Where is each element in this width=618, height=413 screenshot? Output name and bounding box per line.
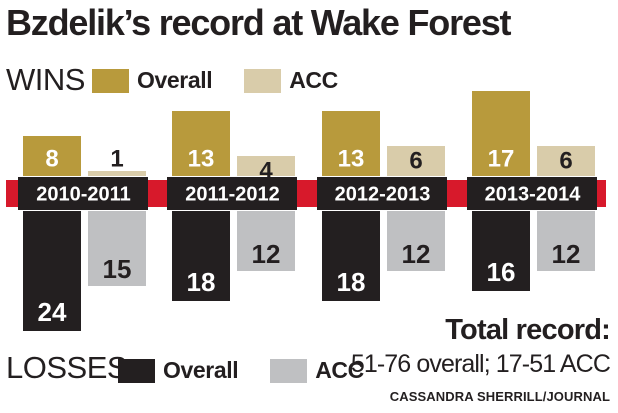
wins-acc-value: 6	[559, 148, 572, 175]
losses-overall-value: 16	[487, 257, 516, 287]
wins-overall-bar	[172, 111, 230, 176]
losses-overall-value: 18	[337, 267, 366, 297]
wins-acc-bar	[237, 156, 295, 176]
losses-overall-value: 18	[187, 267, 216, 297]
season-box	[317, 177, 447, 210]
wins-acc-value: 1	[110, 146, 123, 173]
chart-title: Bzdelik’s record at Wake Forest	[6, 2, 512, 43]
season-label: 2013-2014	[485, 184, 582, 206]
losses-acc-bar	[537, 211, 595, 271]
losses-overall-bar	[23, 211, 81, 331]
wins-acc-swatch	[244, 68, 282, 93]
season-box	[18, 177, 148, 210]
losses-overall-swatch	[118, 358, 155, 383]
losses-acc-value: 15	[103, 254, 132, 284]
wins-section-label: WINS	[6, 62, 85, 97]
wins-overall-bar	[23, 136, 81, 176]
wins-overall-legend-label: Overall	[137, 67, 213, 93]
wins-acc-bar	[537, 146, 595, 176]
losses-acc-value: 12	[402, 239, 431, 269]
wins-overall-swatch	[92, 68, 129, 93]
season-box	[467, 177, 597, 210]
losses-legend: Overall ACC	[118, 357, 396, 384]
total-record-heading: Total record:	[445, 314, 611, 346]
wins-overall-bar	[322, 111, 380, 176]
wins-acc-bar	[88, 171, 146, 176]
wins-acc-legend-label: ACC	[289, 67, 338, 93]
wins-overall-value: 17	[488, 146, 515, 173]
losses-overall-value: 24	[38, 297, 67, 327]
losses-overall-legend-label: Overall	[163, 357, 239, 383]
wins-overall-value: 13	[338, 146, 365, 173]
losses-acc-swatch	[270, 358, 308, 383]
losses-acc-legend-label: ACC	[315, 357, 364, 383]
losses-overall-bar	[322, 211, 380, 301]
season-label: 2011-2012	[185, 184, 280, 206]
wins-overall-bar	[472, 91, 530, 176]
wins-overall-value: 13	[188, 146, 215, 173]
losses-overall-bar	[172, 211, 230, 301]
total-record-text: 51-76 overall; 17-51 ACC	[350, 350, 611, 378]
wins-overall-value: 8	[45, 146, 58, 173]
losses-acc-value: 12	[552, 239, 581, 269]
losses-acc-value: 12	[252, 239, 281, 269]
wins-legend: Overall ACC	[92, 67, 370, 94]
photo-credit: CASSANDRA SHERRILL/JOURNAL	[389, 389, 610, 404]
losses-overall-bar	[472, 211, 530, 291]
season-label: 2010-2011	[36, 184, 131, 206]
season-box	[167, 177, 297, 210]
losses-acc-bar	[237, 211, 295, 271]
losses-section-label: LOSSES	[6, 350, 128, 385]
losses-acc-bar	[88, 211, 146, 286]
losses-acc-bar	[387, 211, 445, 271]
season-label: 2012-2013	[335, 184, 431, 206]
wins-acc-bar	[387, 146, 445, 176]
wins-acc-value: 6	[409, 148, 422, 175]
